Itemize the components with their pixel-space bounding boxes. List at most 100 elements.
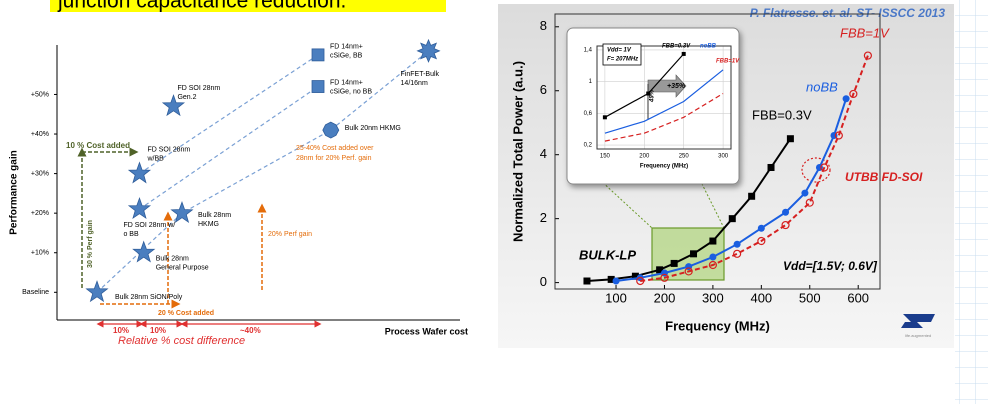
marker [757, 224, 765, 232]
highlight-ellipse [801, 157, 831, 183]
annotation: Relative % cost difference [118, 335, 245, 347]
y-tick-label: 1,4 [584, 48, 593, 54]
annotation: BULK-LP [579, 247, 636, 262]
point-label: cSiGe, BB [330, 53, 363, 60]
source-title: P. Flatresse. et. al. ST- ISSCC 2013 [750, 6, 946, 20]
annotation: 20 % Cost added [158, 310, 214, 317]
x-tick-label: 100 [605, 290, 627, 305]
marker [646, 91, 651, 96]
y-axis-label: Performance gain [9, 150, 20, 234]
y-tick-label: Baseline [22, 289, 49, 296]
annotation: 10 % Cost added [66, 141, 130, 150]
marker [820, 163, 829, 172]
marker [681, 51, 686, 56]
marker [849, 89, 858, 99]
x-tick-label: 300 [718, 154, 729, 160]
y-tick-label: 8 [540, 18, 547, 33]
star-marker [161, 94, 186, 117]
legend-label: FBB=0.3V [752, 107, 812, 122]
point-label: General Purpose [156, 265, 209, 272]
marker [660, 273, 669, 282]
annotation: F= 207MHz [607, 57, 638, 63]
square-marker [311, 48, 325, 62]
point-label: 14/16nm [401, 80, 428, 87]
marker [607, 275, 615, 283]
marker [733, 249, 742, 258]
marker [733, 240, 741, 248]
x-tick-label: 500 [799, 290, 821, 305]
y-tick-label: 6 [540, 82, 547, 97]
point-label: FinFET-Bulk [401, 71, 440, 78]
legend-label: noBB [806, 79, 838, 94]
star-marker [132, 240, 156, 263]
burst-marker [416, 38, 441, 63]
point-label: w/BB [146, 155, 164, 162]
marker [834, 131, 843, 140]
marker [786, 135, 794, 143]
connector [699, 179, 725, 229]
point-label: FD 14nm+ [330, 44, 363, 51]
y-tick-label: 1 [589, 79, 593, 85]
annotation: 35-40% Cost added over [296, 145, 374, 152]
marker [684, 267, 693, 276]
marker [709, 237, 717, 245]
series-line [615, 98, 848, 282]
annotation: 10% [150, 326, 166, 335]
y-tick-label: +30% [31, 170, 49, 177]
legend-label: noBB [700, 44, 717, 50]
point-label: Bulk 28nm SiON/Poly [115, 294, 183, 301]
point-label: Bulk 20nm HKMG [345, 125, 401, 132]
point-label: cSiGe, no BB [330, 88, 372, 95]
plot-frame [596, 45, 732, 150]
annotation: 10% [113, 326, 129, 335]
x-tick-label: 200 [639, 154, 650, 160]
inset-chart: 0,2 0,6 1 1,4 150 200 250 300 Frequency (MHz) FBB… [566, 27, 740, 185]
star-marker [85, 280, 109, 303]
star-marker [170, 201, 194, 224]
y-tick-label: +20% [31, 210, 49, 217]
logo-tagline: life.augmented [905, 333, 931, 338]
x-tick-label: 200 [654, 290, 676, 305]
annotation: UTBB FD-SOI [845, 170, 923, 184]
legend-label: FBB=1V [840, 25, 890, 40]
marker [801, 189, 809, 197]
y-tick-label: +40% [31, 131, 49, 138]
octagon-marker [322, 121, 340, 139]
highlight [50, 0, 446, 12]
annotation: +35% [667, 83, 686, 90]
star-marker [127, 161, 152, 184]
point-label: FD SOI 28nm [177, 85, 220, 92]
marker [709, 253, 717, 261]
y-axis-label: Normalized Total Power (a.u.) [510, 61, 525, 242]
point-label: Gen.2 [177, 94, 196, 101]
gain-arrow [647, 74, 687, 98]
x-tick-label: 150 [600, 154, 611, 160]
point-label: Bulk 28nm [198, 212, 231, 219]
st-logo: life.augmented [901, 314, 935, 338]
marker [636, 276, 645, 286]
series-line [604, 92, 724, 142]
point-label: HKMG [198, 221, 219, 228]
plot-frame [554, 13, 881, 290]
logo-shape [901, 314, 935, 328]
y-tick-label: 0,2 [584, 143, 593, 149]
marker [805, 198, 814, 207]
x-axis-label: Frequency (MHz) [665, 318, 770, 333]
main-chart: 0 2 4 6 8 100 200 300 400 500 600 Frequency (MHz) No… [510, 13, 923, 333]
marker [690, 250, 698, 258]
x-axis-label: Frequency (MHz) [640, 164, 688, 170]
marker [583, 277, 591, 285]
marker [670, 259, 678, 267]
point-label: o BB [123, 231, 139, 238]
marker [748, 192, 756, 200]
marker [708, 260, 717, 270]
y-tick-label: +50% [31, 91, 49, 98]
annotation: 30 % Perf gain [87, 220, 94, 268]
marker [842, 95, 850, 103]
y-tick-label: 0 [540, 274, 547, 289]
y-tick-label: 2 [540, 210, 547, 225]
x-axis-label: Process Wafer cost [385, 326, 468, 336]
trend-line [139, 86, 319, 210]
marker [602, 115, 607, 120]
